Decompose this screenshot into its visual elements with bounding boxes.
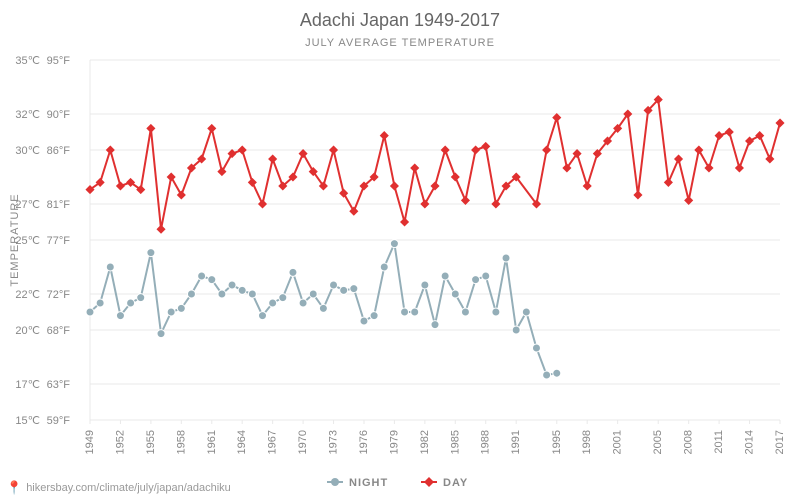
svg-text:TEMPERATURE: TEMPERATURE xyxy=(9,193,21,286)
svg-text:2014: 2014 xyxy=(744,430,756,454)
svg-text:20℃: 20℃ xyxy=(15,325,40,337)
svg-text:86°F: 86°F xyxy=(47,145,71,157)
svg-text:22℃: 22℃ xyxy=(15,289,40,301)
svg-text:1964: 1964 xyxy=(236,430,248,454)
map-pin-icon: 📍 xyxy=(6,480,22,496)
svg-text:95°F: 95°F xyxy=(47,55,71,67)
svg-text:1985: 1985 xyxy=(449,430,461,454)
svg-text:59°F: 59°F xyxy=(47,415,71,427)
svg-text:1958: 1958 xyxy=(175,430,187,454)
svg-text:63°F: 63°F xyxy=(47,379,71,391)
svg-text:JULY AVERAGE TEMPERATURE: JULY AVERAGE TEMPERATURE xyxy=(305,37,495,49)
svg-text:2001: 2001 xyxy=(612,430,624,454)
svg-text:2017: 2017 xyxy=(774,430,786,454)
svg-text:1967: 1967 xyxy=(267,430,279,454)
svg-text:1955: 1955 xyxy=(145,430,157,454)
footer-url: hikersbay.com/climate/july/japan/adachik… xyxy=(26,482,231,494)
temperature-chart: 15℃59°F17℃63°F20℃68°F22℃72°F25℃77°F27℃81… xyxy=(0,0,800,500)
svg-text:1952: 1952 xyxy=(114,430,126,454)
svg-text:1998: 1998 xyxy=(581,430,593,454)
svg-text:32℃: 32℃ xyxy=(15,109,40,121)
svg-text:35℃: 35℃ xyxy=(15,55,40,67)
svg-text:90°F: 90°F xyxy=(47,109,71,121)
svg-text:1976: 1976 xyxy=(358,430,370,454)
svg-text:1988: 1988 xyxy=(480,430,492,454)
svg-text:72°F: 72°F xyxy=(47,289,71,301)
svg-text:2011: 2011 xyxy=(713,430,725,454)
svg-text:Adachi Japan 1949-2017: Adachi Japan 1949-2017 xyxy=(300,10,500,30)
svg-text:NIGHT: NIGHT xyxy=(349,477,388,489)
svg-text:1973: 1973 xyxy=(328,430,340,454)
svg-text:1949: 1949 xyxy=(84,430,96,454)
svg-text:1991: 1991 xyxy=(510,430,522,454)
svg-text:17℃: 17℃ xyxy=(15,379,40,391)
svg-text:1961: 1961 xyxy=(206,430,218,454)
footer: 📍 hikersbay.com/climate/july/japan/adach… xyxy=(6,480,231,496)
svg-text:DAY: DAY xyxy=(443,477,468,489)
chart-container: 15℃59°F17℃63°F20℃68°F22℃72°F25℃77°F27℃81… xyxy=(0,0,800,500)
svg-text:30℃: 30℃ xyxy=(15,145,40,157)
svg-text:81°F: 81°F xyxy=(47,199,71,211)
svg-text:1995: 1995 xyxy=(551,430,563,454)
svg-text:2005: 2005 xyxy=(652,430,664,454)
svg-text:1970: 1970 xyxy=(297,430,309,454)
svg-text:68°F: 68°F xyxy=(47,325,71,337)
svg-text:77°F: 77°F xyxy=(47,235,71,247)
svg-text:2008: 2008 xyxy=(683,430,695,454)
svg-text:1982: 1982 xyxy=(419,430,431,454)
svg-text:1979: 1979 xyxy=(388,430,400,454)
svg-text:15℃: 15℃ xyxy=(15,415,40,427)
